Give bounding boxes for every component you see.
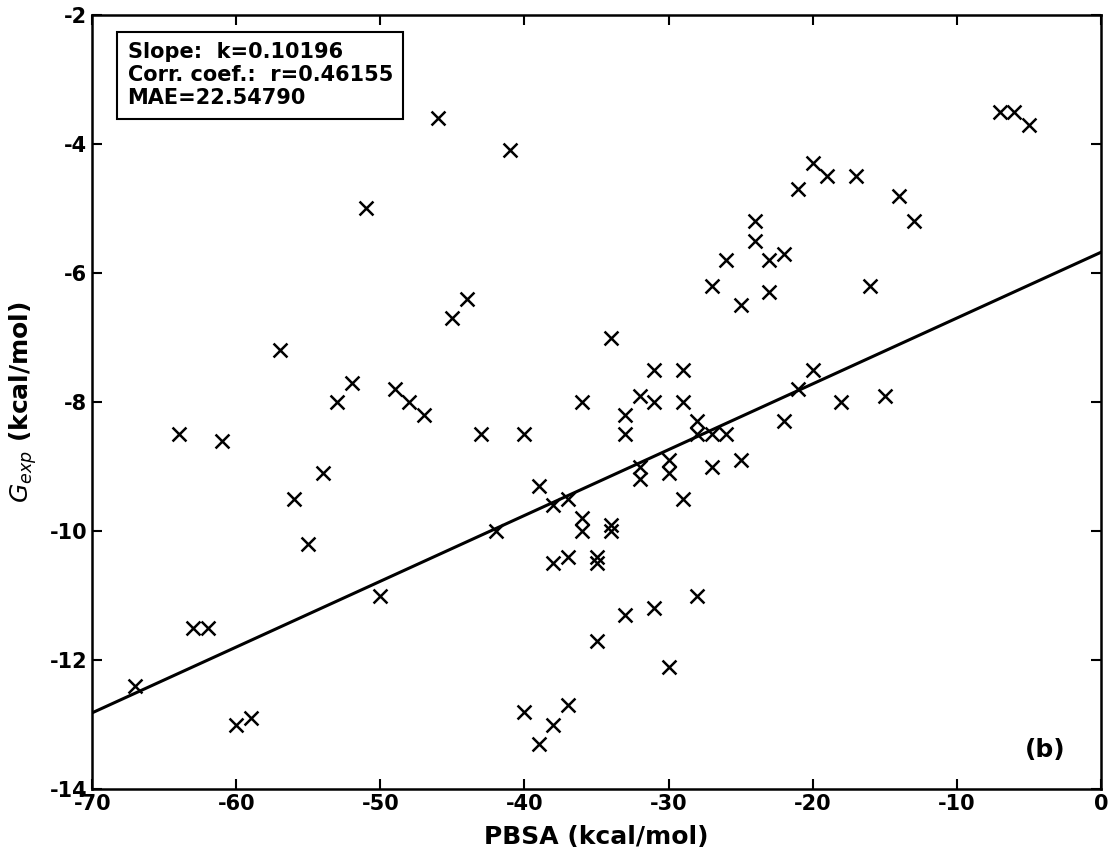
Point: [789, 182, 807, 196]
Point: [544, 498, 562, 512]
Point: [746, 215, 764, 229]
Point: [760, 286, 778, 300]
Point: [717, 427, 735, 441]
Point: [342, 376, 360, 389]
Point: [371, 589, 389, 603]
Point: [429, 111, 447, 125]
Point: [588, 633, 605, 647]
Point: [991, 105, 1009, 119]
Point: [646, 395, 663, 409]
Point: [602, 330, 620, 344]
Point: [357, 202, 375, 216]
Point: [904, 215, 922, 229]
Point: [702, 279, 720, 293]
Point: [227, 717, 245, 731]
Point: [890, 188, 908, 202]
Point: [501, 144, 518, 158]
Point: [602, 524, 620, 538]
Point: [313, 467, 331, 480]
Point: [1020, 118, 1038, 132]
Point: [573, 395, 591, 409]
Point: [169, 427, 187, 441]
Point: [660, 660, 678, 674]
Point: [184, 621, 202, 634]
Point: [487, 524, 505, 538]
Point: [617, 608, 634, 621]
Point: [775, 414, 793, 428]
Point: [617, 427, 634, 441]
Point: [631, 473, 649, 486]
Point: [789, 383, 807, 396]
Point: [847, 169, 865, 183]
Point: [530, 479, 547, 493]
Point: [530, 737, 547, 751]
Point: [660, 453, 678, 467]
Point: [271, 343, 289, 357]
Point: [1006, 105, 1024, 119]
Y-axis label: $\mathit{G}_{exp}$ (kcal/mol): $\mathit{G}_{exp}$ (kcal/mol): [7, 301, 39, 502]
Point: [602, 518, 620, 532]
Point: [833, 395, 851, 409]
Point: [473, 427, 491, 441]
Point: [717, 253, 735, 267]
Point: [702, 427, 720, 441]
Point: [544, 717, 562, 731]
X-axis label: PBSA (kcal/mol): PBSA (kcal/mol): [484, 825, 709, 849]
Point: [617, 408, 634, 422]
Point: [213, 434, 231, 448]
Point: [731, 453, 749, 467]
Point: [862, 279, 880, 293]
Point: [675, 492, 692, 506]
Point: [875, 389, 893, 402]
Point: [631, 389, 649, 402]
Point: [515, 427, 533, 441]
Point: [588, 550, 605, 564]
Point: [444, 312, 462, 325]
Point: [588, 556, 605, 570]
Point: [328, 395, 346, 409]
Point: [544, 556, 562, 570]
Point: [746, 234, 764, 247]
Point: [573, 524, 591, 538]
Point: [198, 621, 216, 634]
Point: [688, 589, 706, 603]
Point: [675, 363, 692, 377]
Point: [386, 383, 404, 396]
Point: [660, 467, 678, 480]
Point: [731, 299, 749, 312]
Point: [818, 169, 836, 183]
Point: [242, 711, 260, 725]
Point: [573, 511, 591, 525]
Point: [458, 292, 476, 306]
Point: [702, 460, 720, 473]
Point: [688, 414, 706, 428]
Point: [646, 363, 663, 377]
Point: [760, 253, 778, 267]
Point: [300, 537, 318, 550]
Point: [688, 427, 706, 441]
Point: [400, 395, 418, 409]
Point: [559, 698, 576, 712]
Point: [515, 704, 533, 718]
Point: [285, 492, 303, 506]
Point: [631, 460, 649, 473]
Point: [675, 395, 692, 409]
Point: [415, 408, 433, 422]
Point: [775, 247, 793, 260]
Point: [804, 157, 822, 170]
Text: Slope:  k=0.10196
Corr. coef.:  r=0.46155
MAE=22.54790: Slope: k=0.10196 Corr. coef.: r=0.46155 …: [127, 42, 392, 109]
Point: [559, 550, 576, 564]
Point: [126, 679, 144, 693]
Point: [646, 602, 663, 615]
Text: (b): (b): [1025, 738, 1066, 762]
Point: [804, 363, 822, 377]
Point: [559, 492, 576, 506]
